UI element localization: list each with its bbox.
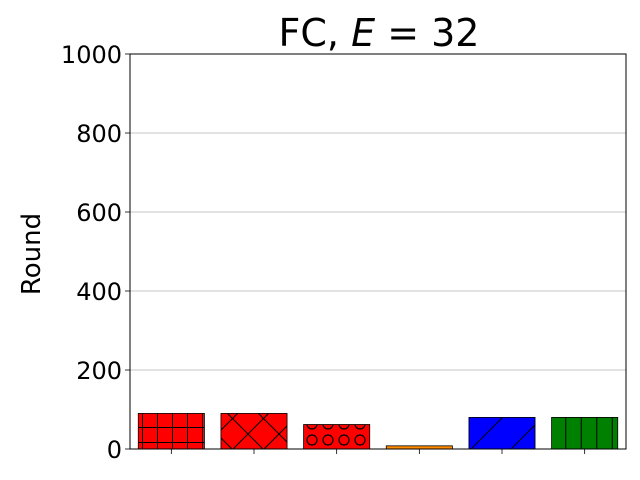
gridlines xyxy=(130,132,626,371)
plot-frame xyxy=(129,53,627,450)
chart-title: FC, E = 32 xyxy=(279,11,480,55)
bar-hatch xyxy=(551,417,618,449)
y-tick-label: 200 xyxy=(76,357,122,385)
bar xyxy=(303,424,371,450)
bar xyxy=(220,413,288,450)
y-tick-label: 800 xyxy=(76,120,122,148)
bar xyxy=(551,416,619,450)
bar-hatch xyxy=(220,413,288,449)
axes: 0 200 400 600 800 1000 xyxy=(61,41,627,464)
y-tick-label: 0 xyxy=(107,436,122,464)
bar-hatch xyxy=(468,417,536,449)
y-tick-label: 400 xyxy=(76,278,122,306)
bar-fill xyxy=(386,445,453,449)
bar-hatch xyxy=(138,413,205,449)
y-tick-label: 600 xyxy=(76,199,122,227)
bar xyxy=(468,416,536,450)
bars xyxy=(137,413,619,450)
bar-hatch xyxy=(303,424,370,449)
bar xyxy=(137,413,205,450)
y-axis-label: Round xyxy=(17,213,47,295)
y-tick-label: 1000 xyxy=(61,41,122,69)
